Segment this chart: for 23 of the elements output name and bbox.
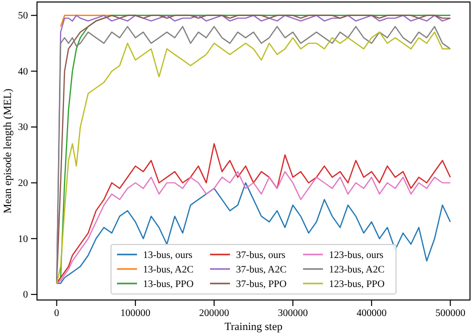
legend-label: 123-bus, ours <box>329 250 384 261</box>
legend-label: 123-bus, PPO <box>329 279 385 290</box>
y-tick-label: 20 <box>18 178 28 190</box>
legend-label: 13-bus, A2C <box>143 264 194 276</box>
legend-label: 13-bus, PPO <box>143 279 194 290</box>
y-tick-label: 10 <box>18 234 28 245</box>
x-tick-label: 100000 <box>120 308 150 320</box>
y-tick-label: 40 <box>18 66 28 78</box>
legend-label: 37-bus, A2C <box>236 264 287 276</box>
x-tick-label: 200000 <box>199 308 230 320</box>
y-tick-label: 0 <box>23 290 28 301</box>
y-axis-title: Mean episode length (MEL) <box>2 88 14 214</box>
x-tick-label: 400000 <box>356 308 387 320</box>
y-tick-label: 50 <box>18 10 28 22</box>
x-tick-label: 0 <box>54 308 60 320</box>
legend-label: 37-bus, ours <box>236 250 286 261</box>
y-tick-label: 30 <box>18 122 28 134</box>
x-axis-title: Training step <box>224 321 283 333</box>
x-tick-label: 500000 <box>435 308 466 320</box>
x-tick-label: 300000 <box>278 308 308 320</box>
legend-label: 13-bus, ours <box>143 250 193 261</box>
legend-label: 37-bus, PPO <box>236 279 287 290</box>
legend-label: 123-bus, A2C <box>329 264 385 276</box>
